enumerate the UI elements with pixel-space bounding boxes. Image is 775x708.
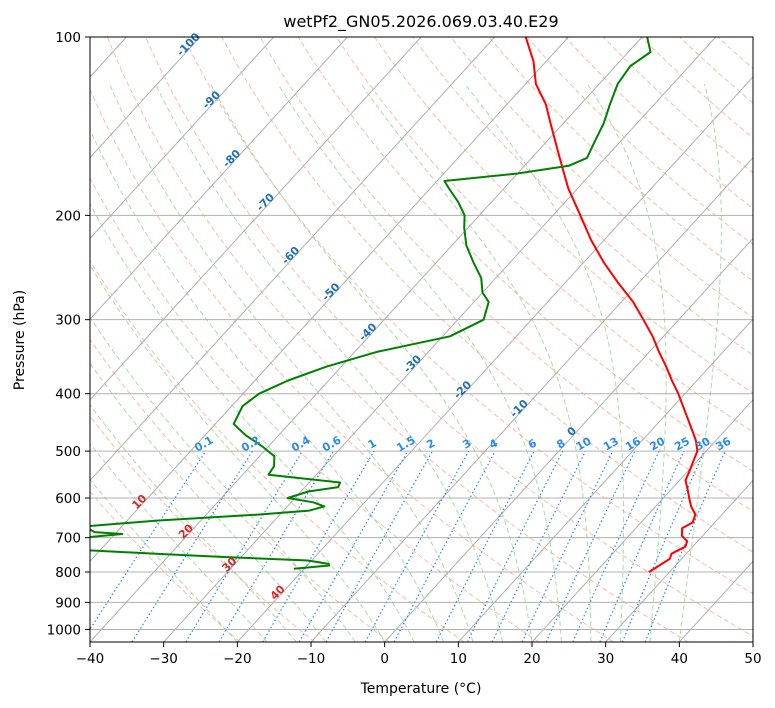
isotherm-line	[310, 156, 753, 642]
dry-adiabat-line	[221, 37, 753, 553]
y-tick-label: 700	[55, 531, 81, 547]
dry-adiabat-line	[412, 37, 753, 356]
mixing-ratio-line	[572, 450, 660, 642]
dry-adiabat-line	[90, 415, 316, 642]
isotherm-line	[90, 37, 643, 642]
isotherm-line	[90, 37, 496, 482]
dry-adiabat-line	[90, 259, 465, 642]
moist-adiabat-line	[277, 83, 562, 642]
dry-adiabat-line	[183, 37, 753, 595]
mixing-ratio-line	[599, 450, 685, 642]
mixing-ratio-line	[325, 450, 434, 642]
background-lines	[90, 37, 753, 642]
y-tick-label: 800	[55, 565, 81, 581]
y-tick-label: 400	[55, 387, 81, 403]
moist-adiabat-line	[90, 362, 327, 642]
x-tick-label: 20	[523, 651, 540, 667]
mixing-ratio-line	[90, 450, 207, 631]
isotherm-line	[236, 76, 753, 642]
x-tick-label: 30	[597, 651, 614, 667]
moist-adiabat-line	[586, 83, 667, 642]
x-tick-label: −30	[149, 651, 178, 667]
mixing-ratio-line	[131, 450, 254, 642]
y-tick-label: 100	[55, 30, 81, 46]
mixing-ratio-line	[621, 450, 705, 642]
isotherm-line	[90, 37, 201, 159]
x-tick-label: 50	[744, 651, 761, 667]
y-tick-label: 500	[55, 444, 81, 460]
isotherm-line	[90, 37, 275, 240]
x-tick-label: 40	[671, 651, 688, 667]
x-tick-label: −10	[297, 651, 326, 667]
dry-adiabat-line	[106, 37, 689, 642]
moist-adiabat-line	[678, 83, 722, 642]
moist-adiabat-line	[90, 128, 445, 642]
mixing-ratio-line	[364, 450, 470, 642]
moist-adiabat-line	[90, 442, 268, 642]
moist-adiabat-line	[155, 83, 503, 642]
axes: −40 −30 −20 −10 0 10 20 30 40 50 100 200 300 400 500 60…	[47, 30, 762, 667]
moist-adiabat-line	[90, 316, 356, 642]
dry-adiabat-line	[90, 88, 614, 642]
isotherm-line	[90, 37, 348, 320]
y-tick-label: 300	[55, 313, 81, 329]
y-tick-label: 1000	[47, 622, 81, 638]
mixing-ratio-line	[185, 450, 304, 642]
moist-adiabat-line	[464, 83, 625, 642]
dry-adiabat-line	[335, 37, 753, 433]
isotherm-line	[605, 479, 753, 642]
y-tick-label: 200	[55, 208, 81, 224]
plot-frame	[89, 36, 754, 643]
profile-lines	[90, 37, 699, 573]
isotherm-line	[90, 37, 569, 563]
moist-adiabat-line	[210, 83, 533, 642]
moist-adiabat-line	[109, 83, 474, 642]
x-tick-label: −40	[76, 651, 105, 667]
temperature-profile	[524, 37, 699, 573]
y-axis-title: Pressure (hPa)	[12, 290, 28, 390]
x-axis-title: Temperature (°C)	[360, 681, 482, 697]
dry-adiabat-line	[90, 177, 540, 642]
mixing-ratio-line	[393, 450, 496, 642]
isotherm-line	[457, 318, 753, 642]
dry-adiabat-line	[297, 37, 753, 472]
isotherm-line	[384, 237, 753, 642]
chart-title: wetPf2_GN05.2026.069.03.40.E29	[283, 12, 558, 32]
y-tick-label: 900	[55, 595, 81, 611]
dry-adiabat-line	[90, 338, 390, 642]
moist-adiabat-line	[90, 478, 238, 642]
mixing-ratio-line	[466, 450, 564, 642]
x-tick-label: −20	[223, 651, 252, 667]
isotherm-line	[531, 399, 753, 642]
isotherm-line	[90, 37, 422, 401]
x-tick-label: 0	[380, 651, 389, 667]
moist-adiabat-line	[90, 404, 297, 642]
dewpoint-profile	[90, 37, 652, 570]
mixing-ratio-line	[644, 450, 726, 642]
y-tick-label: 600	[55, 491, 81, 507]
x-tick-label: 10	[450, 651, 467, 667]
dry-adiabat-line	[259, 37, 753, 512]
